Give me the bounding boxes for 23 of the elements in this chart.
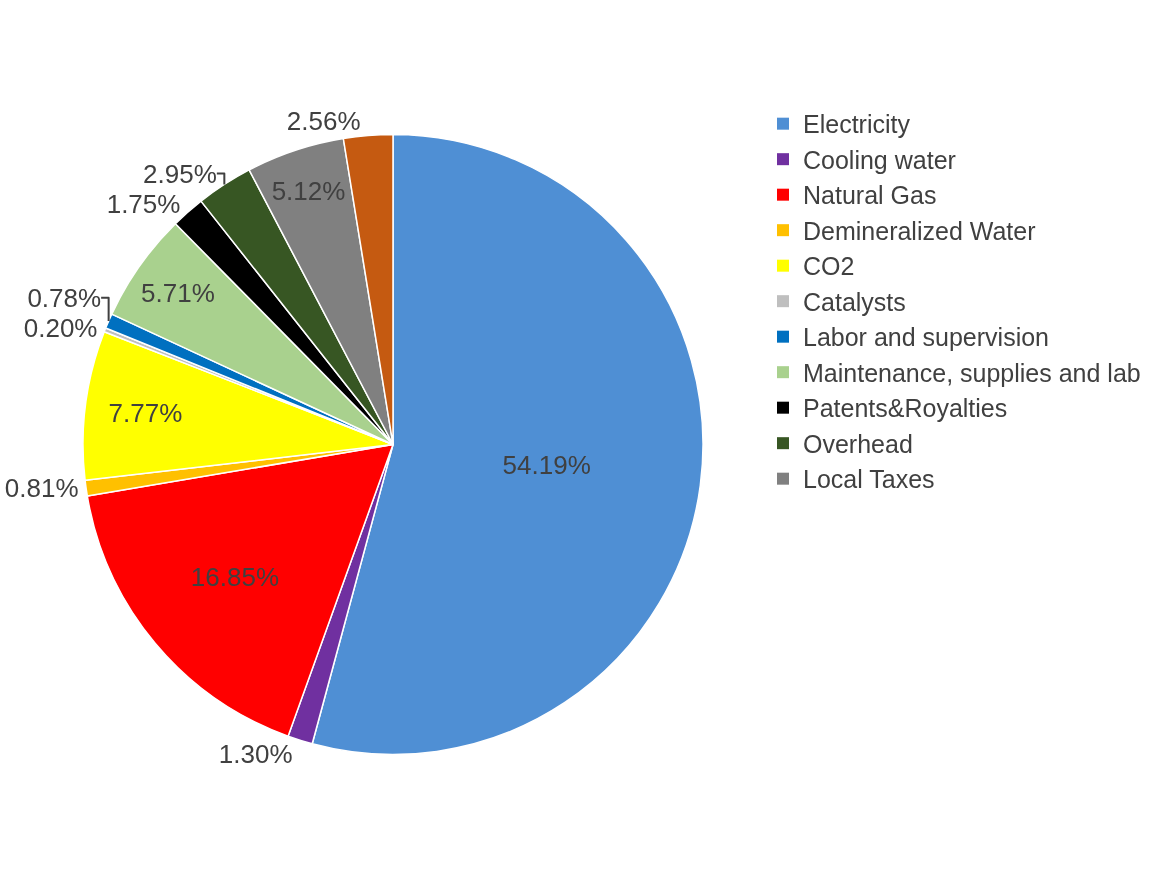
legend-label: CO2	[803, 252, 855, 281]
data-label: 2.56%	[286, 105, 361, 136]
data-label: 5.71%	[141, 278, 215, 309]
data-label: 0.20%	[23, 312, 98, 343]
legend-label: Electricity	[803, 110, 911, 139]
data-label: 1.30%	[218, 738, 293, 769]
data-label: 5.12%	[271, 176, 346, 207]
data-label: 0.78%	[27, 282, 102, 313]
legend-label: Cooling water	[803, 145, 956, 174]
legend-label: Labor and supervision	[803, 323, 1049, 352]
legend-label: Patents&Royalties	[803, 394, 1008, 423]
legend-label: Overhead	[803, 429, 913, 458]
legend-label: Maintenance, supplies and lab	[803, 358, 1141, 387]
data-label: 2.95%	[143, 158, 217, 189]
legend-label: Catalysts	[803, 287, 906, 316]
data-label: 54.19%	[502, 449, 591, 480]
data-label: 16.85%	[190, 561, 280, 592]
data-label: 7.77%	[108, 397, 183, 428]
data-label: 1.75%	[106, 188, 181, 219]
legend-label: Demineralized Water	[803, 216, 1036, 245]
legend-label: Local Taxes	[803, 465, 935, 494]
legend-label: Natural Gas	[803, 181, 937, 210]
data-label: 0.81%	[4, 473, 79, 504]
